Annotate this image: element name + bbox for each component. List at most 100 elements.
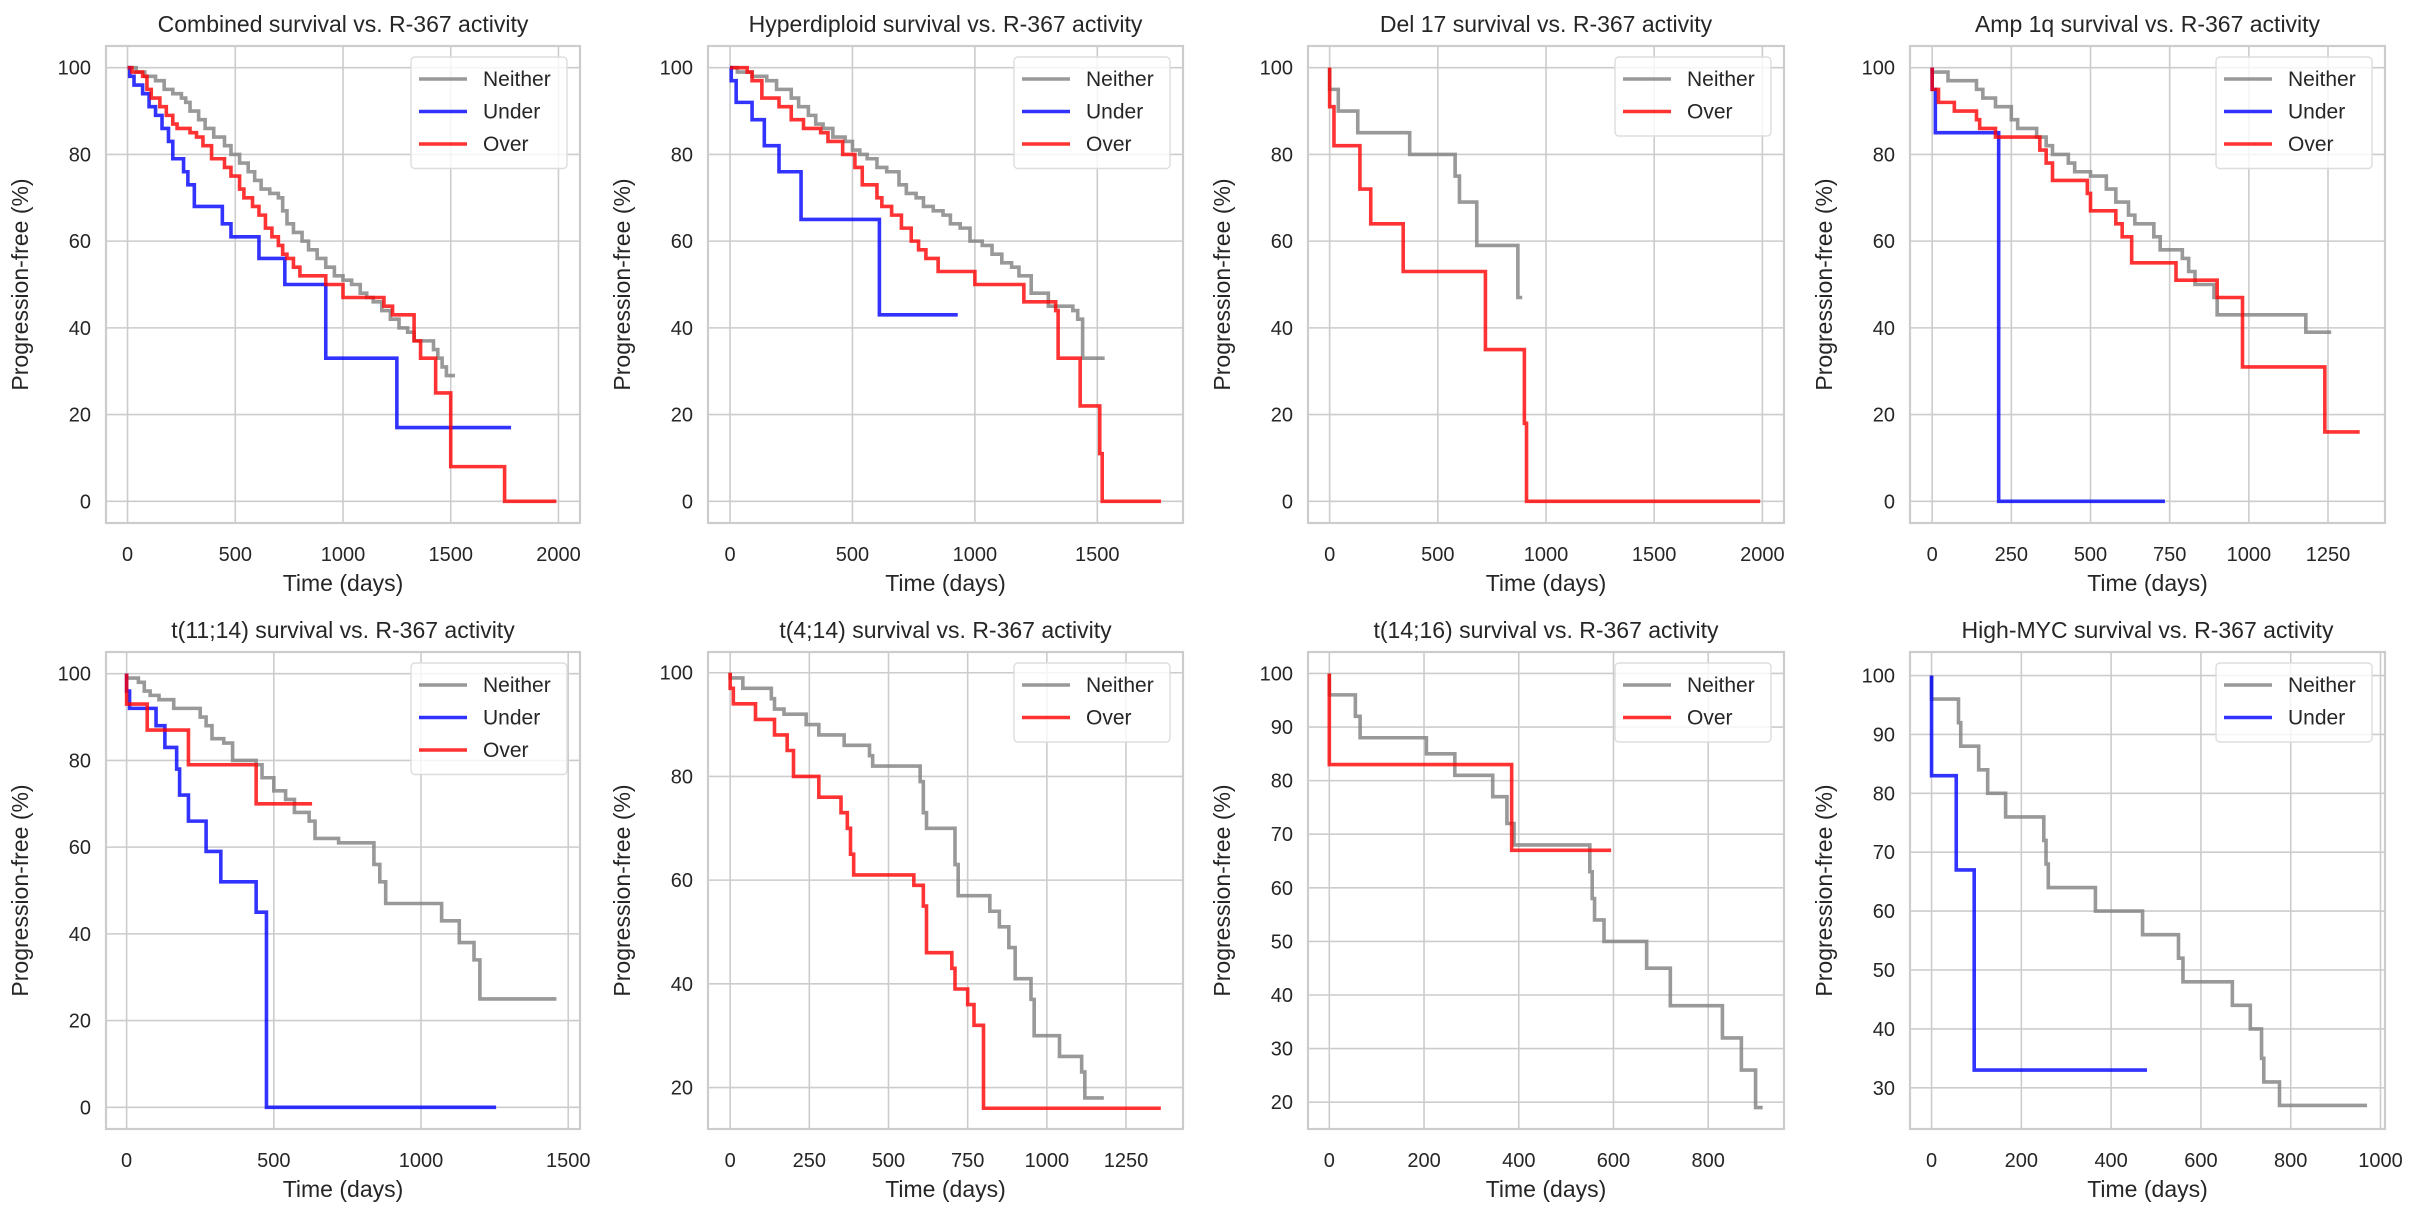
x-tick-label: 750 xyxy=(2153,544,2186,566)
legend-label-neither: Neither xyxy=(1687,674,1755,697)
y-tick-label: 80 xyxy=(1873,144,1895,166)
y-tick-label: 40 xyxy=(671,974,693,996)
y-axis-label: Progression-free (%) xyxy=(1209,178,1235,390)
legend-box xyxy=(1614,662,1772,743)
panel-8: High-MYC survival vs. R-367 activity 0 200… xyxy=(1811,617,2403,1202)
axes-frame xyxy=(1306,650,1786,1131)
x-tick-label: 400 xyxy=(2094,1150,2127,1172)
x-axis-label: Time (days) xyxy=(283,1176,404,1202)
y-tick-label: 0 xyxy=(1282,491,1293,513)
series-line-neither xyxy=(124,673,557,1001)
legend-label-under: Under xyxy=(483,101,540,124)
y-tick-label: 50 xyxy=(1873,960,1895,982)
legend-label-under: Under xyxy=(1086,101,1143,124)
x-tick-label: 500 xyxy=(1421,544,1454,566)
series-line-neither xyxy=(1327,673,1763,1110)
legend: Neither Over xyxy=(1013,662,1171,743)
y-tick-label: 100 xyxy=(660,663,693,685)
x-tick-label: 1000 xyxy=(2227,544,2272,566)
legend-label-under: Under xyxy=(2288,707,2345,730)
legend-label-neither: Neither xyxy=(1086,674,1154,697)
panel-title: Combined survival vs. R-367 activity xyxy=(158,11,529,37)
legend-box xyxy=(1013,662,1171,743)
panel-7: t(14;16) survival vs. R-367 activity 0 200… xyxy=(1209,617,1786,1202)
y-tick-label: 0 xyxy=(80,491,91,513)
y-axis-label: Progression-free (%) xyxy=(7,784,33,996)
legend-label-neither: Neither xyxy=(483,68,551,91)
x-axis-label: Time (days) xyxy=(885,570,1006,596)
axes-frame xyxy=(706,44,1185,525)
y-tick-label: 90 xyxy=(1873,724,1895,746)
legend-label-under: Under xyxy=(2288,101,2345,124)
y-tick-label: 20 xyxy=(671,1078,693,1100)
x-tick-label: 0 xyxy=(725,1150,736,1172)
y-tick-label: 70 xyxy=(1873,842,1895,864)
y-axis-label: Progression-free (%) xyxy=(609,178,635,390)
y-tick-label: 30 xyxy=(1873,1078,1895,1100)
series-line-neither xyxy=(730,65,1105,361)
legend-label-neither: Neither xyxy=(1687,68,1755,91)
legend: Neither Under Over xyxy=(2215,56,2373,170)
series-line-under xyxy=(1929,675,2148,1072)
x-tick-label: 1250 xyxy=(1104,1150,1149,1172)
legend: Neither Under Over xyxy=(410,662,568,776)
x-tick-label: 800 xyxy=(2274,1150,2307,1172)
axes-frame xyxy=(104,650,582,1131)
legend-label-over: Over xyxy=(2288,133,2334,156)
x-axis-label: Time (days) xyxy=(1486,1176,1607,1202)
x-tick-label: 500 xyxy=(836,544,869,566)
y-tick-label: 20 xyxy=(1271,1092,1293,1114)
y-tick-label: 50 xyxy=(1271,931,1293,953)
panel-6: t(4;14) survival vs. R-367 activity 0 250 5… xyxy=(609,617,1185,1202)
series-line-neither xyxy=(1930,67,2332,334)
series-line-over xyxy=(124,673,313,806)
y-tick-label: 60 xyxy=(1271,231,1293,253)
legend-box xyxy=(1013,56,1171,170)
panel-title: Amp 1q survival vs. R-367 activity xyxy=(1975,11,2321,37)
y-tick-label: 60 xyxy=(671,231,693,253)
y-tick-label: 80 xyxy=(1271,144,1293,166)
series-line-over xyxy=(127,65,557,504)
legend: Neither Over xyxy=(1614,662,1772,743)
x-tick-label: 1500 xyxy=(1075,544,1120,566)
legend: Neither Over xyxy=(1614,56,1772,137)
x-tick-label: 1250 xyxy=(2306,544,2351,566)
y-tick-label: 100 xyxy=(58,664,91,686)
panel-2: Hyperdiploid survival vs. R-367 activity… xyxy=(609,11,1185,596)
legend-box xyxy=(2215,56,2373,170)
y-tick-label: 100 xyxy=(1260,663,1293,685)
y-tick-label: 40 xyxy=(69,924,91,946)
legend-box xyxy=(410,56,568,170)
x-tick-label: 500 xyxy=(257,1150,290,1172)
y-tick-label: 60 xyxy=(69,837,91,859)
x-tick-label: 250 xyxy=(1995,544,2028,566)
y-tick-label: 40 xyxy=(1873,1019,1895,1041)
y-tick-label: 0 xyxy=(80,1097,91,1119)
y-tick-label: 80 xyxy=(671,766,693,788)
y-tick-label: 40 xyxy=(1271,318,1293,340)
series-line-over xyxy=(728,672,1161,1111)
legend-label-neither: Neither xyxy=(1086,68,1154,91)
y-tick-label: 60 xyxy=(69,231,91,253)
legend: Neither Under Over xyxy=(1013,56,1171,170)
y-axis-label: Progression-free (%) xyxy=(609,784,635,996)
x-tick-label: 1500 xyxy=(546,1150,591,1172)
legend-label-over: Over xyxy=(1687,707,1733,730)
x-axis-label: Time (days) xyxy=(1486,570,1607,596)
y-tick-label: 60 xyxy=(671,870,693,892)
x-tick-label: 1000 xyxy=(321,544,366,566)
x-tick-label: 500 xyxy=(2074,544,2107,566)
y-tick-label: 20 xyxy=(671,405,693,427)
legend-label-neither: Neither xyxy=(2288,674,2356,697)
legend-label-over: Over xyxy=(483,739,529,762)
x-tick-label: 0 xyxy=(1324,544,1335,566)
legend-label-over: Over xyxy=(1086,707,1132,730)
x-tick-label: 400 xyxy=(1502,1150,1535,1172)
series-line-under xyxy=(127,65,512,430)
x-axis-label: Time (days) xyxy=(885,1176,1006,1202)
y-tick-label: 90 xyxy=(1271,717,1293,739)
y-tick-label: 40 xyxy=(1873,318,1895,340)
panel-1: Combined survival vs. R-367 activity 0 500… xyxy=(7,11,582,596)
legend: Neither Under xyxy=(2215,662,2373,743)
x-tick-label: 500 xyxy=(872,1150,905,1172)
